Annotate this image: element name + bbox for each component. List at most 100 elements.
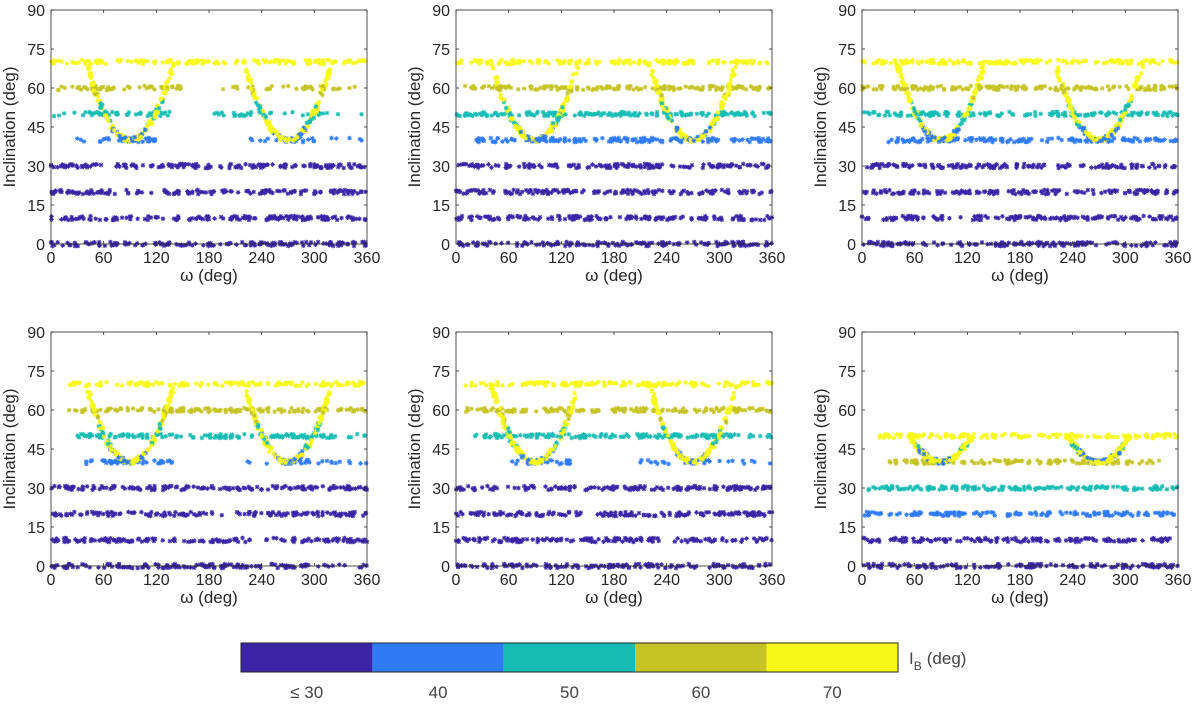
data-point xyxy=(176,191,181,197)
data-point xyxy=(757,191,762,197)
data-point xyxy=(616,61,621,66)
data-point xyxy=(186,60,192,66)
data-point xyxy=(87,109,92,115)
data-point xyxy=(736,84,741,90)
data-point xyxy=(639,216,644,222)
data-point xyxy=(735,59,741,65)
data-point xyxy=(889,137,894,143)
data-point xyxy=(200,61,205,67)
data-point xyxy=(763,243,768,248)
data-point xyxy=(66,164,71,169)
data-point xyxy=(992,137,998,143)
data-point xyxy=(216,60,221,66)
data-point xyxy=(111,85,117,91)
data-point xyxy=(62,165,68,170)
data-point xyxy=(910,57,915,63)
data-point xyxy=(346,161,352,167)
data-point xyxy=(969,99,974,104)
data-point xyxy=(503,161,509,167)
data-point xyxy=(737,164,742,170)
data-point xyxy=(289,241,295,246)
data-point xyxy=(166,162,171,167)
data-point xyxy=(557,217,563,222)
data-point xyxy=(625,136,631,142)
data-point xyxy=(951,128,957,134)
data-point xyxy=(700,84,706,90)
data-point xyxy=(598,113,604,118)
data-point xyxy=(684,135,690,140)
data-point xyxy=(267,59,272,65)
data-point xyxy=(1084,112,1090,117)
data-point xyxy=(1021,136,1026,142)
data-point xyxy=(1023,139,1029,145)
data-point xyxy=(695,85,700,91)
data-point xyxy=(502,84,508,90)
data-point xyxy=(245,214,251,220)
data-point xyxy=(98,105,104,110)
data-point xyxy=(1121,112,1127,117)
data-point xyxy=(140,139,145,144)
data-point xyxy=(208,164,213,170)
data-point xyxy=(870,110,876,115)
data-point xyxy=(626,86,632,92)
data-point xyxy=(924,59,929,65)
data-point xyxy=(197,58,202,64)
data-point xyxy=(1006,60,1012,65)
data-point xyxy=(250,84,255,89)
data-point xyxy=(871,188,877,193)
data-point xyxy=(487,187,493,193)
data-point xyxy=(318,90,323,96)
data-point xyxy=(1151,57,1157,63)
data-point xyxy=(746,243,752,248)
data-point xyxy=(1055,87,1060,93)
data-point xyxy=(276,57,281,63)
data-point xyxy=(745,61,750,66)
data-point xyxy=(86,190,92,196)
data-point xyxy=(334,86,340,92)
data-point xyxy=(894,163,900,169)
data-point xyxy=(308,239,314,245)
data-point xyxy=(716,216,721,222)
data-point xyxy=(1027,214,1033,219)
y-tick-label: 15 xyxy=(838,198,856,215)
data-point xyxy=(1139,60,1144,65)
data-point xyxy=(467,163,472,168)
data-point xyxy=(1153,217,1159,222)
data-point xyxy=(305,510,311,516)
data-point xyxy=(1035,59,1040,65)
data-point xyxy=(667,240,672,245)
data-point xyxy=(633,164,639,169)
data-point xyxy=(566,213,572,219)
data-point xyxy=(1129,58,1134,63)
data-point xyxy=(684,112,690,117)
data-point xyxy=(766,86,772,91)
data-point xyxy=(666,84,672,89)
data-point xyxy=(1053,191,1058,197)
data-point xyxy=(1066,163,1071,168)
data-point xyxy=(157,240,162,245)
data-point xyxy=(325,217,331,222)
data-point xyxy=(675,59,681,65)
data-point xyxy=(654,109,660,115)
data-point xyxy=(734,61,740,67)
data-point xyxy=(309,116,315,122)
data-point xyxy=(481,191,487,196)
data-point xyxy=(1099,110,1104,116)
data-point xyxy=(714,239,719,245)
data-point xyxy=(936,112,942,118)
data-point xyxy=(561,100,567,106)
data-point xyxy=(105,539,110,544)
data-point xyxy=(236,510,241,516)
data-point xyxy=(176,163,181,168)
data-point xyxy=(918,119,923,124)
data-point xyxy=(991,191,996,197)
data-point xyxy=(278,537,284,542)
data-point xyxy=(709,138,715,143)
data-point xyxy=(905,90,911,95)
data-point xyxy=(1013,87,1018,92)
data-point xyxy=(627,214,633,219)
data-point xyxy=(477,111,483,117)
data-point xyxy=(532,216,538,222)
data-point xyxy=(142,127,148,133)
